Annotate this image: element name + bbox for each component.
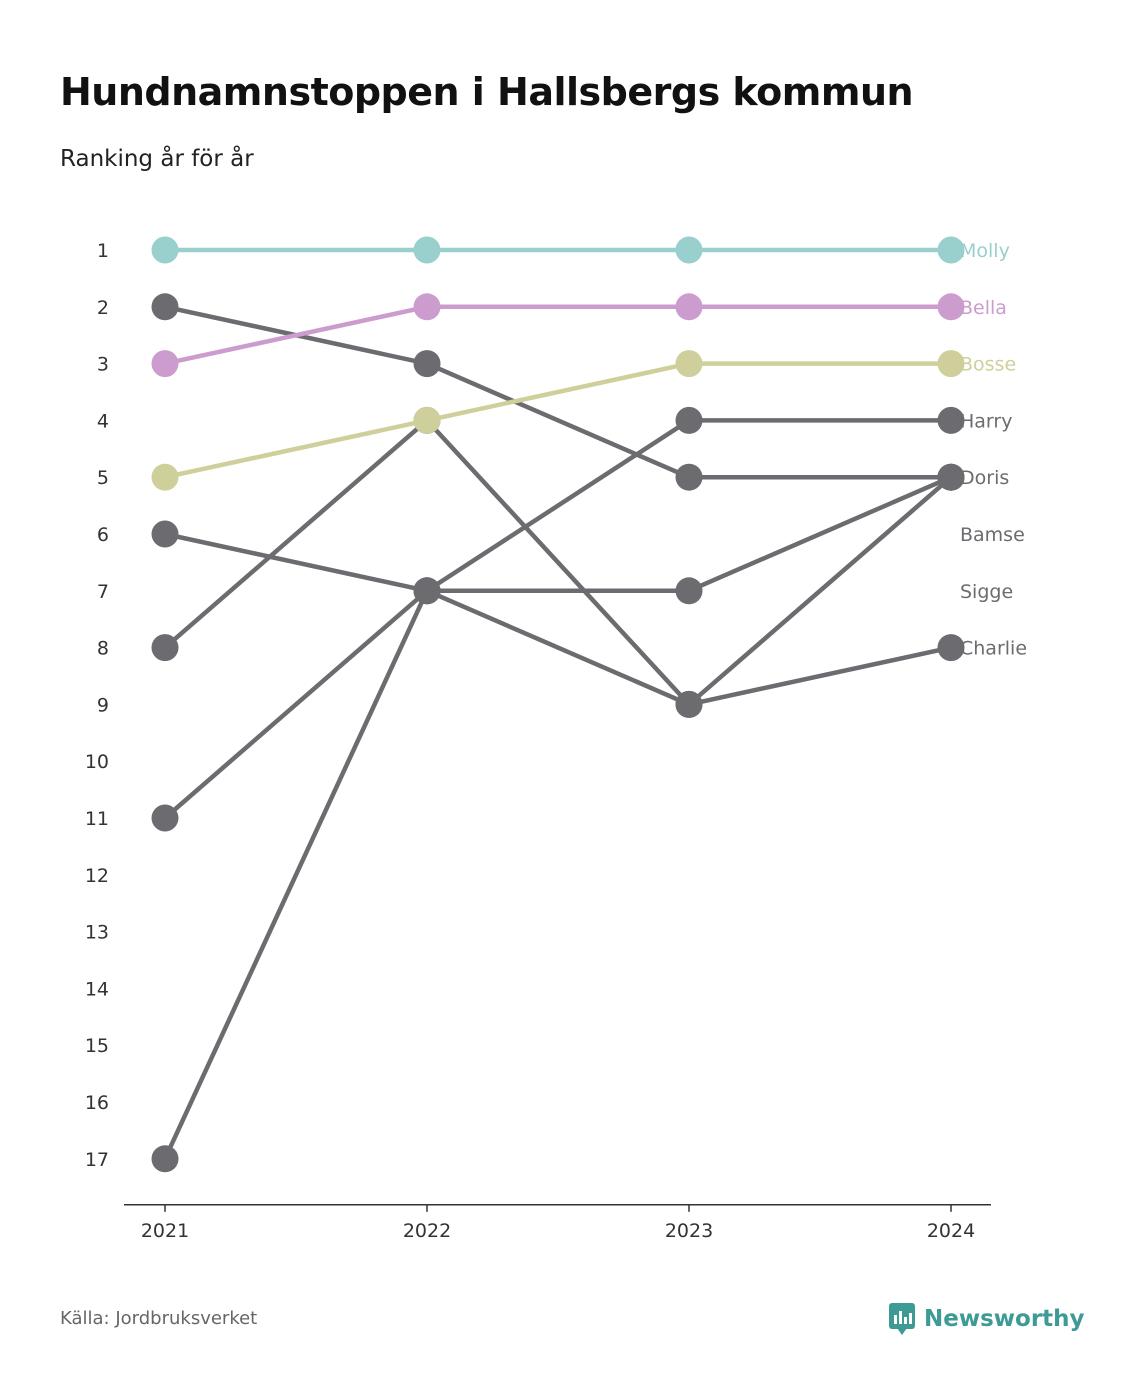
- data-point: [413, 577, 441, 605]
- data-point: [413, 236, 441, 264]
- data-point: [413, 350, 441, 378]
- series-bosse: [151, 350, 965, 491]
- series-lines: [151, 236, 965, 1173]
- data-point: [675, 406, 703, 434]
- data-point: [151, 236, 179, 264]
- data-point: [937, 406, 965, 434]
- chart-subtitle: Ranking år för år: [60, 146, 254, 172]
- data-point: [675, 350, 703, 378]
- x-axis: 2021 2022 2023 2024: [124, 1204, 991, 1242]
- x-tick-label: 2024: [927, 1220, 975, 1242]
- series-charlie: [151, 520, 965, 718]
- x-tick-label: 2023: [665, 1220, 713, 1242]
- data-point: [151, 463, 179, 491]
- series-molly: [151, 236, 965, 264]
- data-point: [937, 634, 965, 662]
- data-point: [675, 577, 703, 605]
- end-label-bella: Bella: [960, 297, 1007, 319]
- data-point: [413, 406, 441, 434]
- y-tick-label: 15: [85, 1035, 109, 1057]
- y-tick-label: 8: [97, 638, 109, 660]
- series-line: [162, 474, 954, 1162]
- end-labels: Molly Bella Bosse Harry Doris Bamse Sigge Charl…: [960, 240, 1027, 660]
- y-tick-label: 11: [85, 808, 109, 830]
- y-tick-label: 2: [97, 297, 109, 319]
- data-point: [151, 520, 179, 548]
- y-tick-label: 12: [85, 865, 109, 887]
- brand-name: Newsworthy: [924, 1306, 1085, 1332]
- newsworthy-brand: Newsworthy: [888, 1302, 1085, 1336]
- data-point: [675, 293, 703, 321]
- y-tick-label: 17: [85, 1149, 109, 1171]
- series-line: [162, 531, 954, 707]
- end-label-charlie: Charlie: [960, 638, 1027, 660]
- y-tick-label: 1: [97, 240, 109, 262]
- data-point: [937, 463, 965, 491]
- series-line: [162, 361, 954, 480]
- y-tick-label: 6: [97, 524, 109, 546]
- source-note: Källa: Jordbruksverket: [60, 1308, 258, 1329]
- chart-title: Hundnamnstoppen i Hallsbergs kommun: [60, 70, 914, 114]
- y-tick-label: 4: [97, 410, 109, 432]
- series-line: [162, 418, 954, 821]
- data-point: [937, 236, 965, 264]
- data-point: [675, 236, 703, 264]
- end-label-sigge: Sigge: [960, 581, 1013, 603]
- series-line: [162, 418, 954, 707]
- data-point: [151, 293, 179, 321]
- data-point: [151, 634, 179, 662]
- y-tick-label: 10: [85, 751, 109, 773]
- data-point: [413, 293, 441, 321]
- x-tick-label: 2022: [403, 1220, 451, 1242]
- data-point: [675, 690, 703, 718]
- series-bella: [151, 293, 965, 378]
- y-tick-label: 7: [97, 581, 109, 603]
- data-point: [937, 293, 965, 321]
- y-tick-label: 3: [97, 354, 109, 376]
- series-harry: [151, 406, 965, 832]
- data-point: [937, 350, 965, 378]
- end-label-harry: Harry: [960, 410, 1012, 432]
- y-tick-label: 9: [97, 694, 109, 716]
- end-label-molly: Molly: [960, 240, 1010, 262]
- y-tick-label: 14: [85, 978, 109, 1000]
- end-label-bosse: Bosse: [960, 354, 1016, 376]
- y-tick-label: 16: [85, 1092, 109, 1114]
- data-point: [151, 350, 179, 378]
- y-tick-label: 13: [85, 922, 109, 944]
- series-line: [162, 304, 954, 366]
- data-point: [675, 463, 703, 491]
- x-tick-label: 2021: [141, 1220, 189, 1242]
- data-point: [151, 1145, 179, 1173]
- end-label-bamse: Bamse: [960, 524, 1025, 546]
- newsworthy-logo-icon: [889, 1303, 915, 1335]
- y-tick-label: 5: [97, 467, 109, 489]
- end-label-doris: Doris: [960, 467, 1009, 489]
- data-point: [151, 804, 179, 832]
